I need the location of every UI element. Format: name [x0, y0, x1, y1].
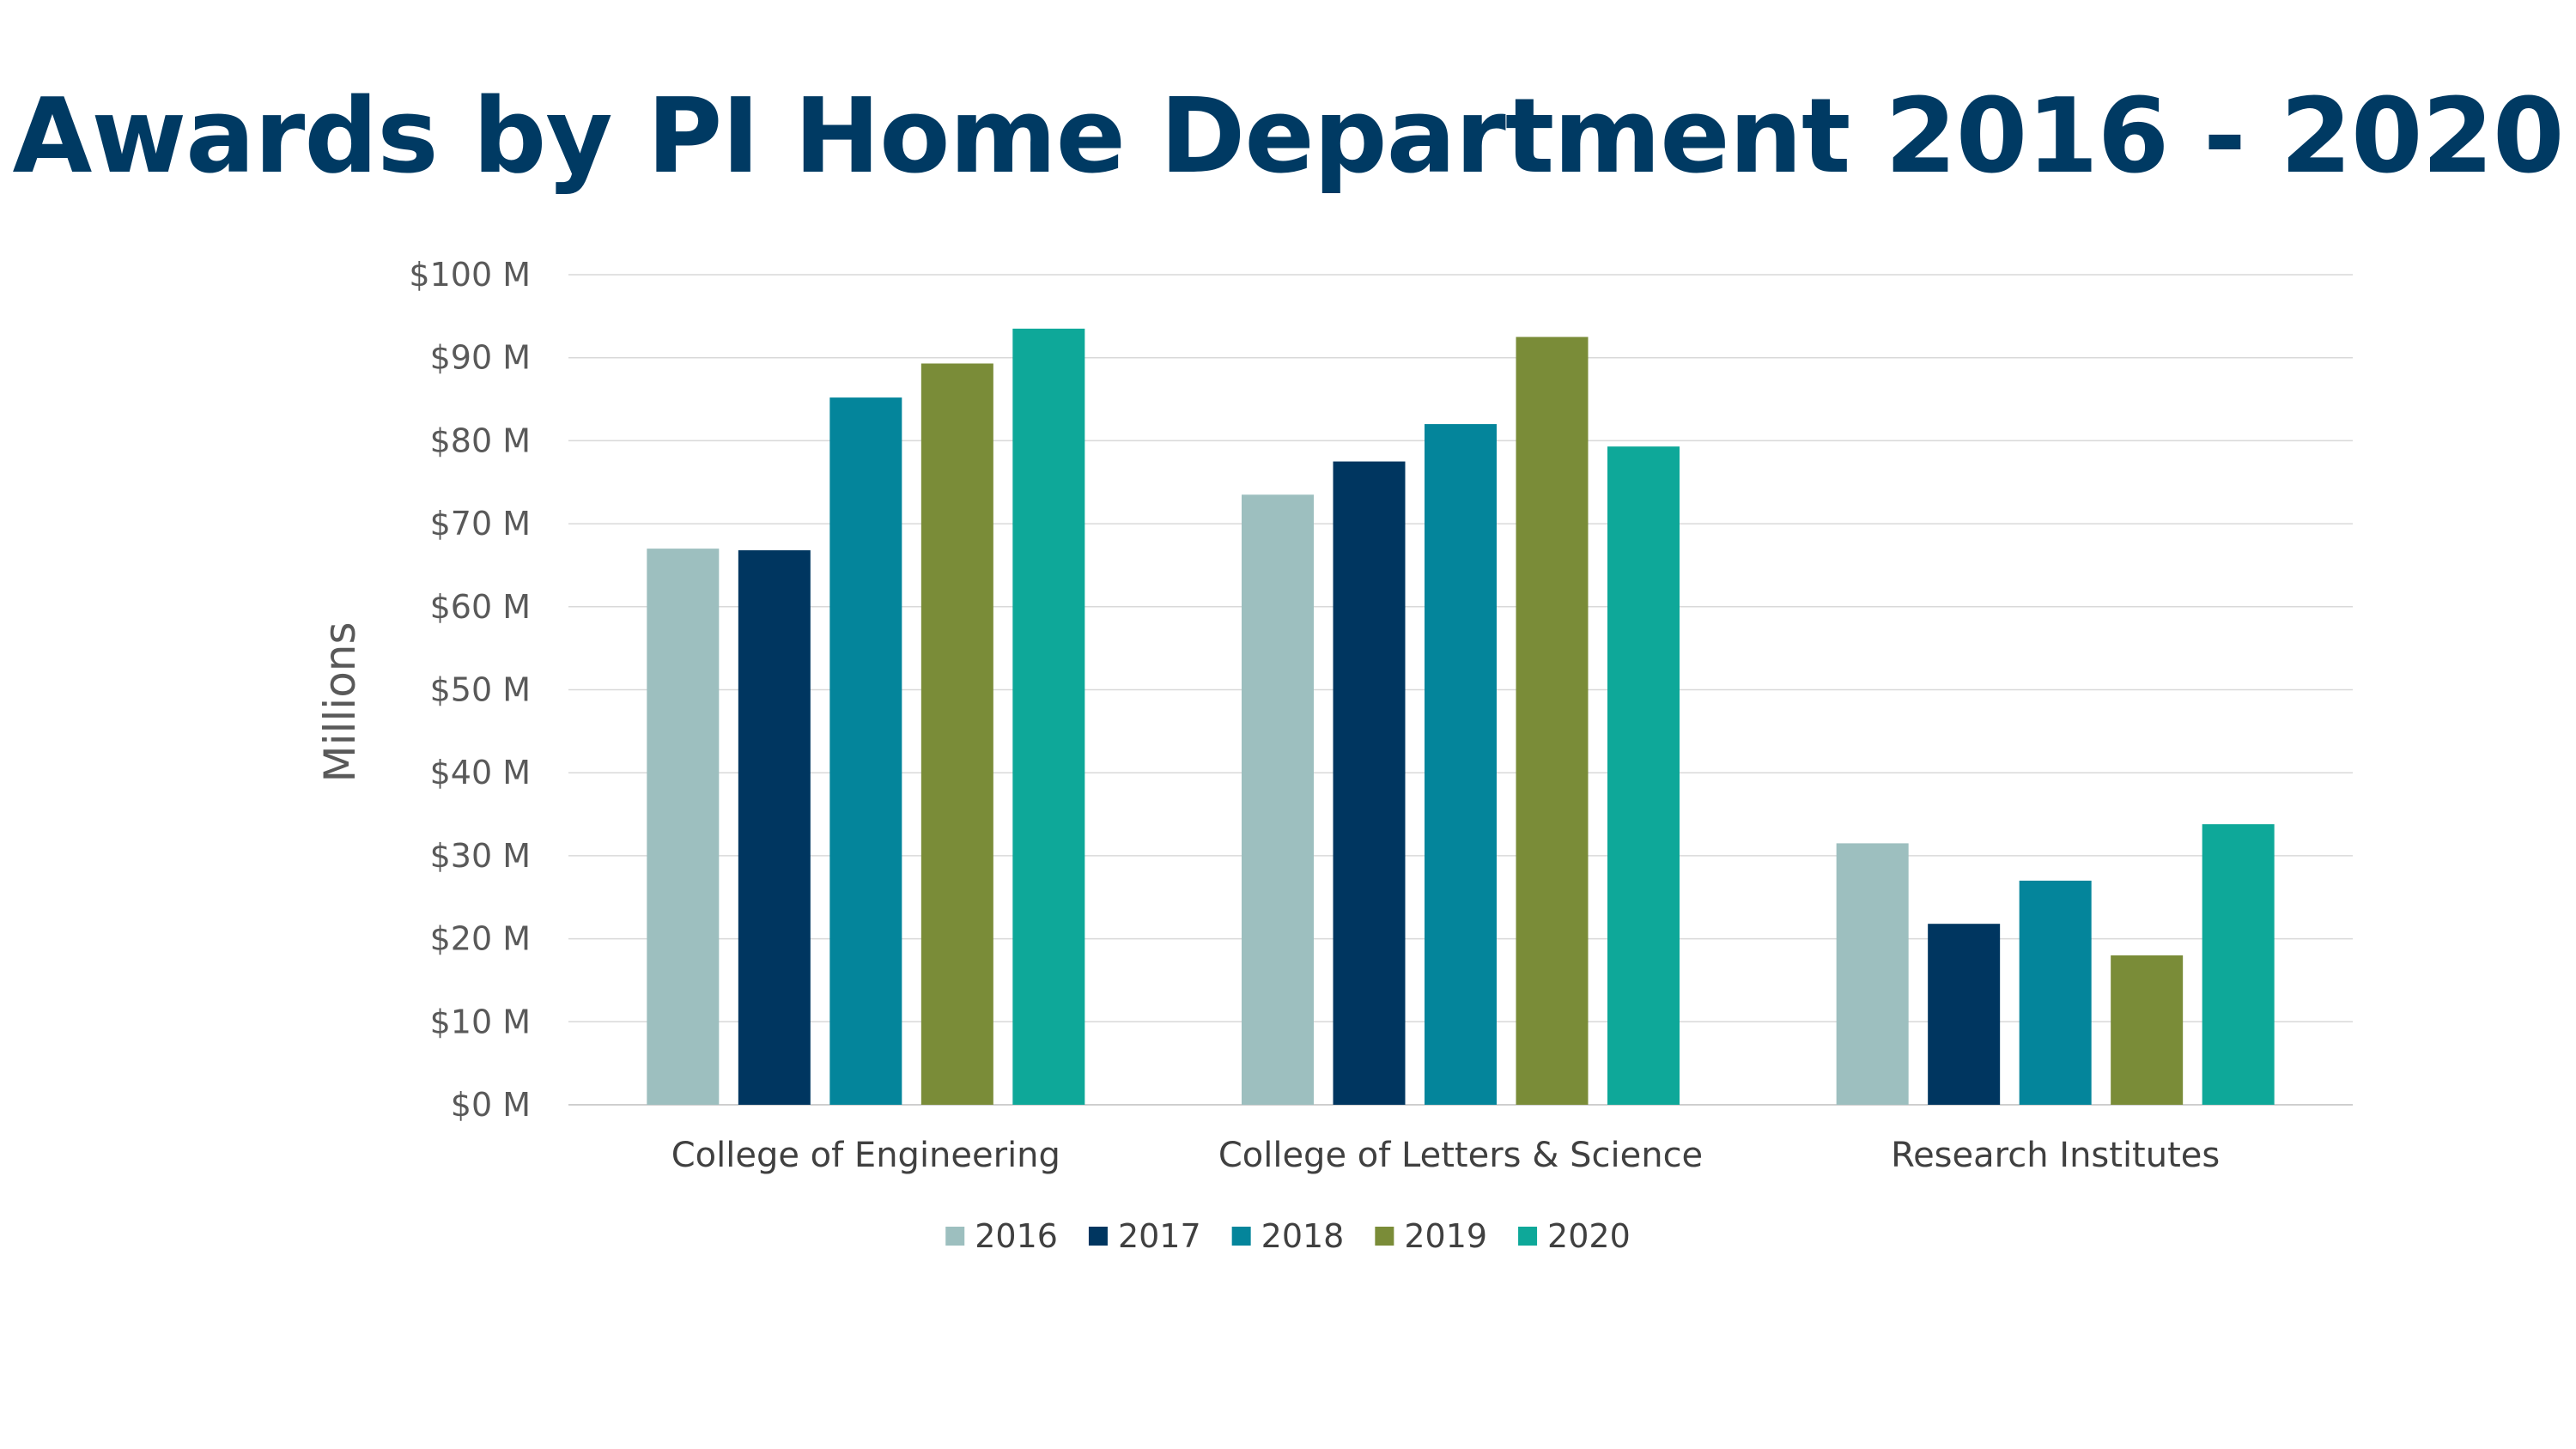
legend-swatch: [1231, 1227, 1251, 1246]
legend-swatch: [1088, 1227, 1108, 1246]
legend-swatch: [1375, 1227, 1394, 1246]
legend-label: 2016: [975, 1217, 1058, 1255]
bar-2016: [647, 549, 720, 1105]
legend-item-2019[interactable]: 2019: [1375, 1217, 1487, 1255]
legend-label: 2017: [1118, 1217, 1201, 1255]
x-category-label: College of Letters & Science: [1218, 1136, 1703, 1175]
legend-item-2018[interactable]: 2018: [1231, 1217, 1345, 1255]
y-tick-label: $50 M: [430, 671, 531, 709]
y-tick-label: $80 M: [430, 421, 531, 459]
y-tick-label: $30 M: [430, 837, 531, 875]
bar-2020: [2202, 824, 2275, 1105]
bar-2019: [920, 363, 993, 1105]
x-axis-categories: College of Engineering College of Letters…: [671, 1136, 2221, 1175]
bar-2017: [1333, 461, 1406, 1105]
y-tick-label: $0 M: [451, 1086, 531, 1124]
x-category-label: College of Engineering: [671, 1136, 1060, 1175]
bar-2018: [829, 397, 902, 1106]
bar-2018: [1425, 424, 1497, 1105]
bar-2016: [1242, 494, 1314, 1105]
y-tick-label: $40 M: [430, 754, 531, 791]
bar-2020: [1607, 446, 1680, 1105]
legend-label: 2019: [1404, 1217, 1487, 1255]
legend-swatch: [1518, 1227, 1538, 1246]
bar-2019: [1516, 336, 1589, 1105]
y-tick-label: $100 M: [409, 256, 531, 294]
y-axis-title: Millions: [315, 621, 365, 782]
bar-2017: [1928, 924, 2001, 1105]
y-tick-label: $20 M: [430, 920, 531, 958]
bar-2020: [1012, 328, 1085, 1106]
legend-label: 2018: [1261, 1217, 1345, 1255]
y-tick-label: $60 M: [430, 588, 531, 626]
bar-2018: [2019, 880, 2092, 1105]
legend-label: 2020: [1547, 1217, 1631, 1255]
legend: 2016 2017 2018 2019 2020: [945, 1217, 1631, 1255]
bar-2017: [738, 550, 811, 1105]
bar-2016: [1836, 843, 1909, 1105]
x-category-label: Research Institutes: [1891, 1136, 2220, 1175]
bar-2019: [2111, 955, 2184, 1105]
bars: [647, 328, 2275, 1106]
chart-title: Awards by PI Home Department 2016 - 2020: [12, 77, 2564, 197]
legend-item-2020[interactable]: 2020: [1518, 1217, 1631, 1255]
legend-swatch: [945, 1227, 965, 1246]
y-tick-label: $70 M: [430, 505, 531, 543]
legend-item-2017[interactable]: 2017: [1088, 1217, 1201, 1255]
legend-item-2016[interactable]: 2016: [945, 1217, 1058, 1255]
y-axis-ticks: $0 M $10 M $20 M $30 M $40 M $50 M $60 M $70 M $…: [409, 256, 531, 1124]
y-tick-label: $90 M: [430, 339, 531, 377]
y-tick-label: $10 M: [430, 1003, 531, 1040]
